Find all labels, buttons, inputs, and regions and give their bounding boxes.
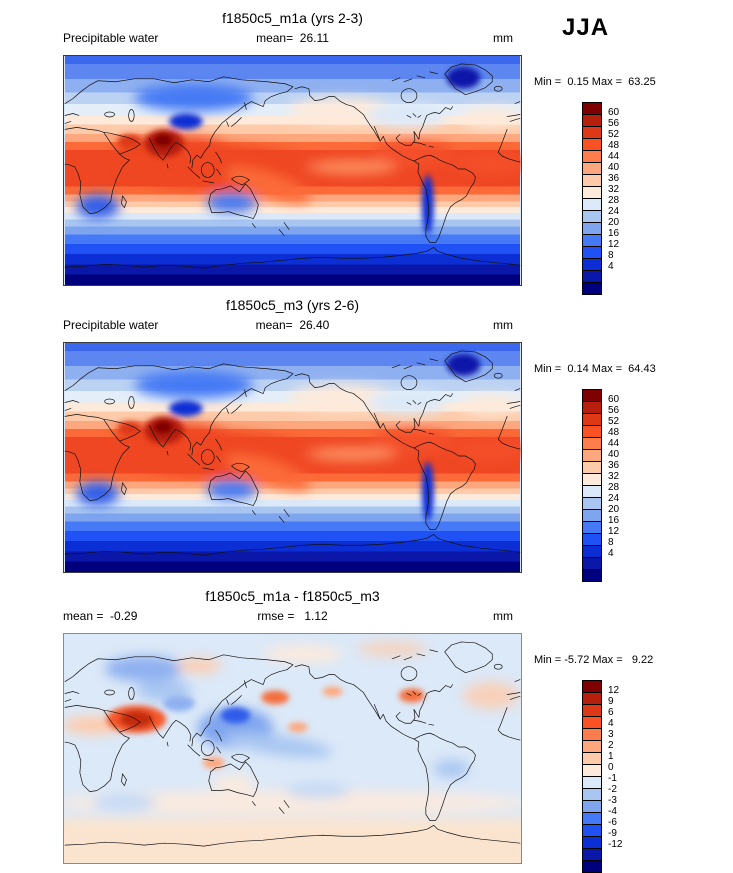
colorbar-tick-label: 52 (608, 416, 620, 427)
colorbar-tick-label: 28 (608, 195, 620, 206)
colorbar-tick-label: 20 (608, 504, 620, 515)
colorbar-tick-label: -12 (608, 839, 623, 850)
panel-case2: f1850c5_m3 (yrs 2-6) Precipitable water … (0, 287, 733, 582)
colorbar-scale (582, 102, 662, 295)
colorbar-tick-label: 16 (608, 515, 620, 526)
colorbar-tick-label: 44 (608, 151, 620, 162)
colorbar-tick-label: 16 (608, 228, 620, 239)
colorbar-segment (582, 569, 602, 582)
colorbar-tick-label: 4 (608, 548, 614, 559)
colorbar-tick-label: 40 (608, 162, 620, 173)
colorbar-tick-label: 60 (608, 107, 620, 118)
colorbar-tick-label: 40 (608, 449, 620, 460)
colorbar-tick-label: 12 (608, 685, 620, 696)
colorbar-tick-label: 12 (608, 239, 620, 250)
colorbar-tick-label: 3 (608, 729, 614, 740)
colorbar-tick-label: 4 (608, 261, 614, 272)
panel-title: f1850c5_m3 (yrs 2-6) (225, 297, 360, 313)
colorbar-tick-label: -9 (608, 828, 617, 839)
rmse-label: rmse = 1.12 (257, 609, 328, 623)
panel-title: f1850c5_m1a (yrs 2-3) (222, 10, 363, 26)
panel-subheader: Precipitable water mean= 26.40 mm (0, 318, 733, 334)
world-map-case1 (63, 55, 522, 286)
colorbar-tick-label: 36 (608, 173, 620, 184)
colorbar-tick-label: -1 (608, 773, 617, 784)
minmax-label: Min = -5.72 Max = 9.22 (534, 654, 654, 666)
colorbar-tick-label: 44 (608, 438, 620, 449)
colorbar-tick-label: 36 (608, 460, 620, 471)
colorbar: 60 56 52 48 44 40 36 32 28 24 20 16 12 8 4 (582, 102, 662, 295)
colorbar-tick-label: 56 (608, 118, 620, 129)
panel-difference: f1850c5_m1a - f1850c5_m3 mean = -0.29 rm… (0, 578, 733, 873)
colorbar-tick-label: -2 (608, 784, 617, 795)
colorbar-segment (582, 860, 602, 873)
colorbar-tick-label: -6 (608, 817, 617, 828)
colorbar-tick-label: 0 (608, 762, 614, 773)
panel-subheader: mean = -0.29 rmse = 1.12 mm (0, 609, 733, 625)
colorbar-tick-label: 48 (608, 427, 620, 438)
units-label: mm (493, 318, 513, 332)
minmax-label: Min = 0.14 Max = 64.43 (534, 363, 656, 375)
colorbar-tick-label: 52 (608, 129, 620, 140)
colorbar-tick-label: 1 (608, 751, 614, 762)
units-label: mm (493, 31, 513, 45)
world-map-difference (63, 633, 522, 864)
colorbar-scale (582, 680, 662, 873)
colorbar-tick-label: 8 (608, 250, 614, 261)
colorbar-tick-label: 4 (608, 718, 614, 729)
colorbar-segment (582, 282, 602, 295)
colorbar-tick-label: 24 (608, 206, 620, 217)
colorbar-tick-label: 28 (608, 482, 620, 493)
variable-label: Precipitable water (63, 318, 159, 332)
colorbar-tick-label: 32 (608, 471, 620, 482)
precipitable-water-map-svg (64, 56, 521, 285)
colorbar-tick-label: -3 (608, 795, 617, 806)
colorbar-tick-label: 24 (608, 493, 620, 504)
colorbar-tick-label: 12 (608, 526, 620, 537)
mean-label: mean= 26.40 (255, 318, 330, 332)
colorbar-tick-label: 32 (608, 184, 620, 195)
colorbar-tick-label: 6 (608, 707, 614, 718)
colorbar-tick-label: 60 (608, 394, 620, 405)
colorbar-tick-label: 20 (608, 217, 620, 228)
minmax-label: Min = 0.15 Max = 63.25 (534, 76, 656, 88)
mean-label: mean= 26.11 (256, 31, 329, 45)
colorbar-tick-label: 56 (608, 405, 620, 416)
colorbar-scale (582, 389, 662, 582)
mean-label: mean = -0.29 (63, 609, 138, 623)
world-map-case2 (63, 342, 522, 573)
season-label: JJA (562, 14, 610, 41)
units-label: mm (493, 609, 513, 623)
variable-label: Precipitable water (63, 31, 159, 45)
precipitable-water-map-svg (64, 343, 521, 572)
colorbar-tick-label: -4 (608, 806, 617, 817)
panel-subheader: Precipitable water mean= 26.11 mm (0, 31, 733, 47)
colorbar-tick-label: 2 (608, 740, 614, 751)
colorbar-tick-label: 8 (608, 537, 614, 548)
colorbar: 12 9 6 4 3 2 1 0 -1 -2 -3 -4 -6 -9 -12 (582, 680, 662, 873)
panel-case1: f1850c5_m1a (yrs 2-3) Precipitable water… (0, 0, 733, 295)
colorbar: 60 56 52 48 44 40 36 32 28 24 20 16 12 8 4 (582, 389, 662, 582)
colorbar-tick-label: 9 (608, 696, 614, 707)
difference-map-svg (64, 634, 521, 863)
colorbar-tick-label: 48 (608, 140, 620, 151)
panel-title: f1850c5_m1a - f1850c5_m3 (205, 588, 380, 604)
